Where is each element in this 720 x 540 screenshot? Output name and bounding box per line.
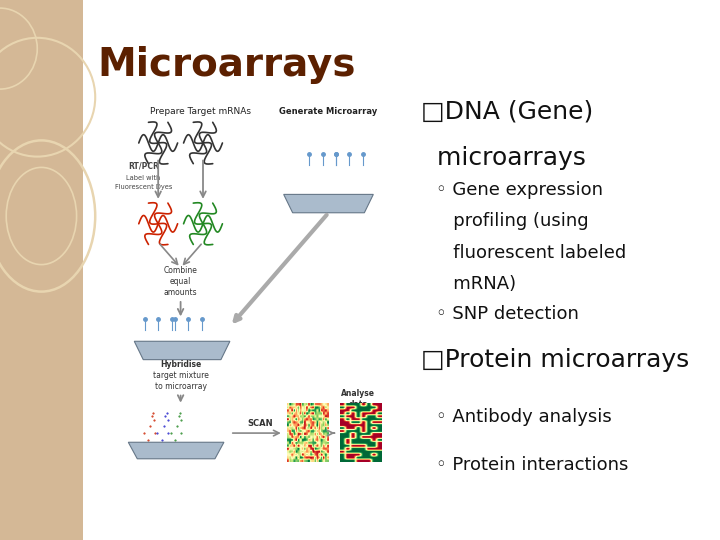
Text: equal: equal [170,278,192,286]
Text: □DNA (Gene): □DNA (Gene) [421,100,593,124]
Text: ◦ SNP detection: ◦ SNP detection [436,305,578,323]
Polygon shape [134,341,230,360]
Text: Hybridise: Hybridise [160,360,201,369]
Text: to microarray: to microarray [155,382,207,391]
Text: profiling (using: profiling (using [436,212,588,230]
Text: fluorescent labeled: fluorescent labeled [436,244,626,261]
Text: ◦ Protein interactions: ◦ Protein interactions [436,456,628,474]
Text: SCAN: SCAN [247,418,273,428]
Text: target mixture: target mixture [153,371,209,380]
Bar [0,0,83,540]
Polygon shape [284,194,373,213]
Text: Label with: Label with [126,175,161,181]
Text: Microarrays: Microarrays [97,46,356,84]
Text: □Protein microarrays: □Protein microarrays [421,348,690,372]
Text: mRNA): mRNA) [436,275,516,293]
Text: Prepare Target mRNAs: Prepare Target mRNAs [150,106,251,116]
Text: Analyse: Analyse [341,389,375,399]
Polygon shape [128,442,224,459]
Text: microarrays: microarrays [421,146,586,170]
Text: RT/PCR: RT/PCR [128,161,158,171]
Text: amounts: amounts [163,288,197,298]
Text: Fluorescent Dyes: Fluorescent Dyes [114,184,172,190]
Text: ◦ Gene expression: ◦ Gene expression [436,181,603,199]
Text: ◦ Antibody analysis: ◦ Antibody analysis [436,408,611,426]
Text: Combine: Combine [163,266,197,275]
Text: data: data [348,400,368,409]
Text: Generate Microarray: Generate Microarray [279,106,377,116]
